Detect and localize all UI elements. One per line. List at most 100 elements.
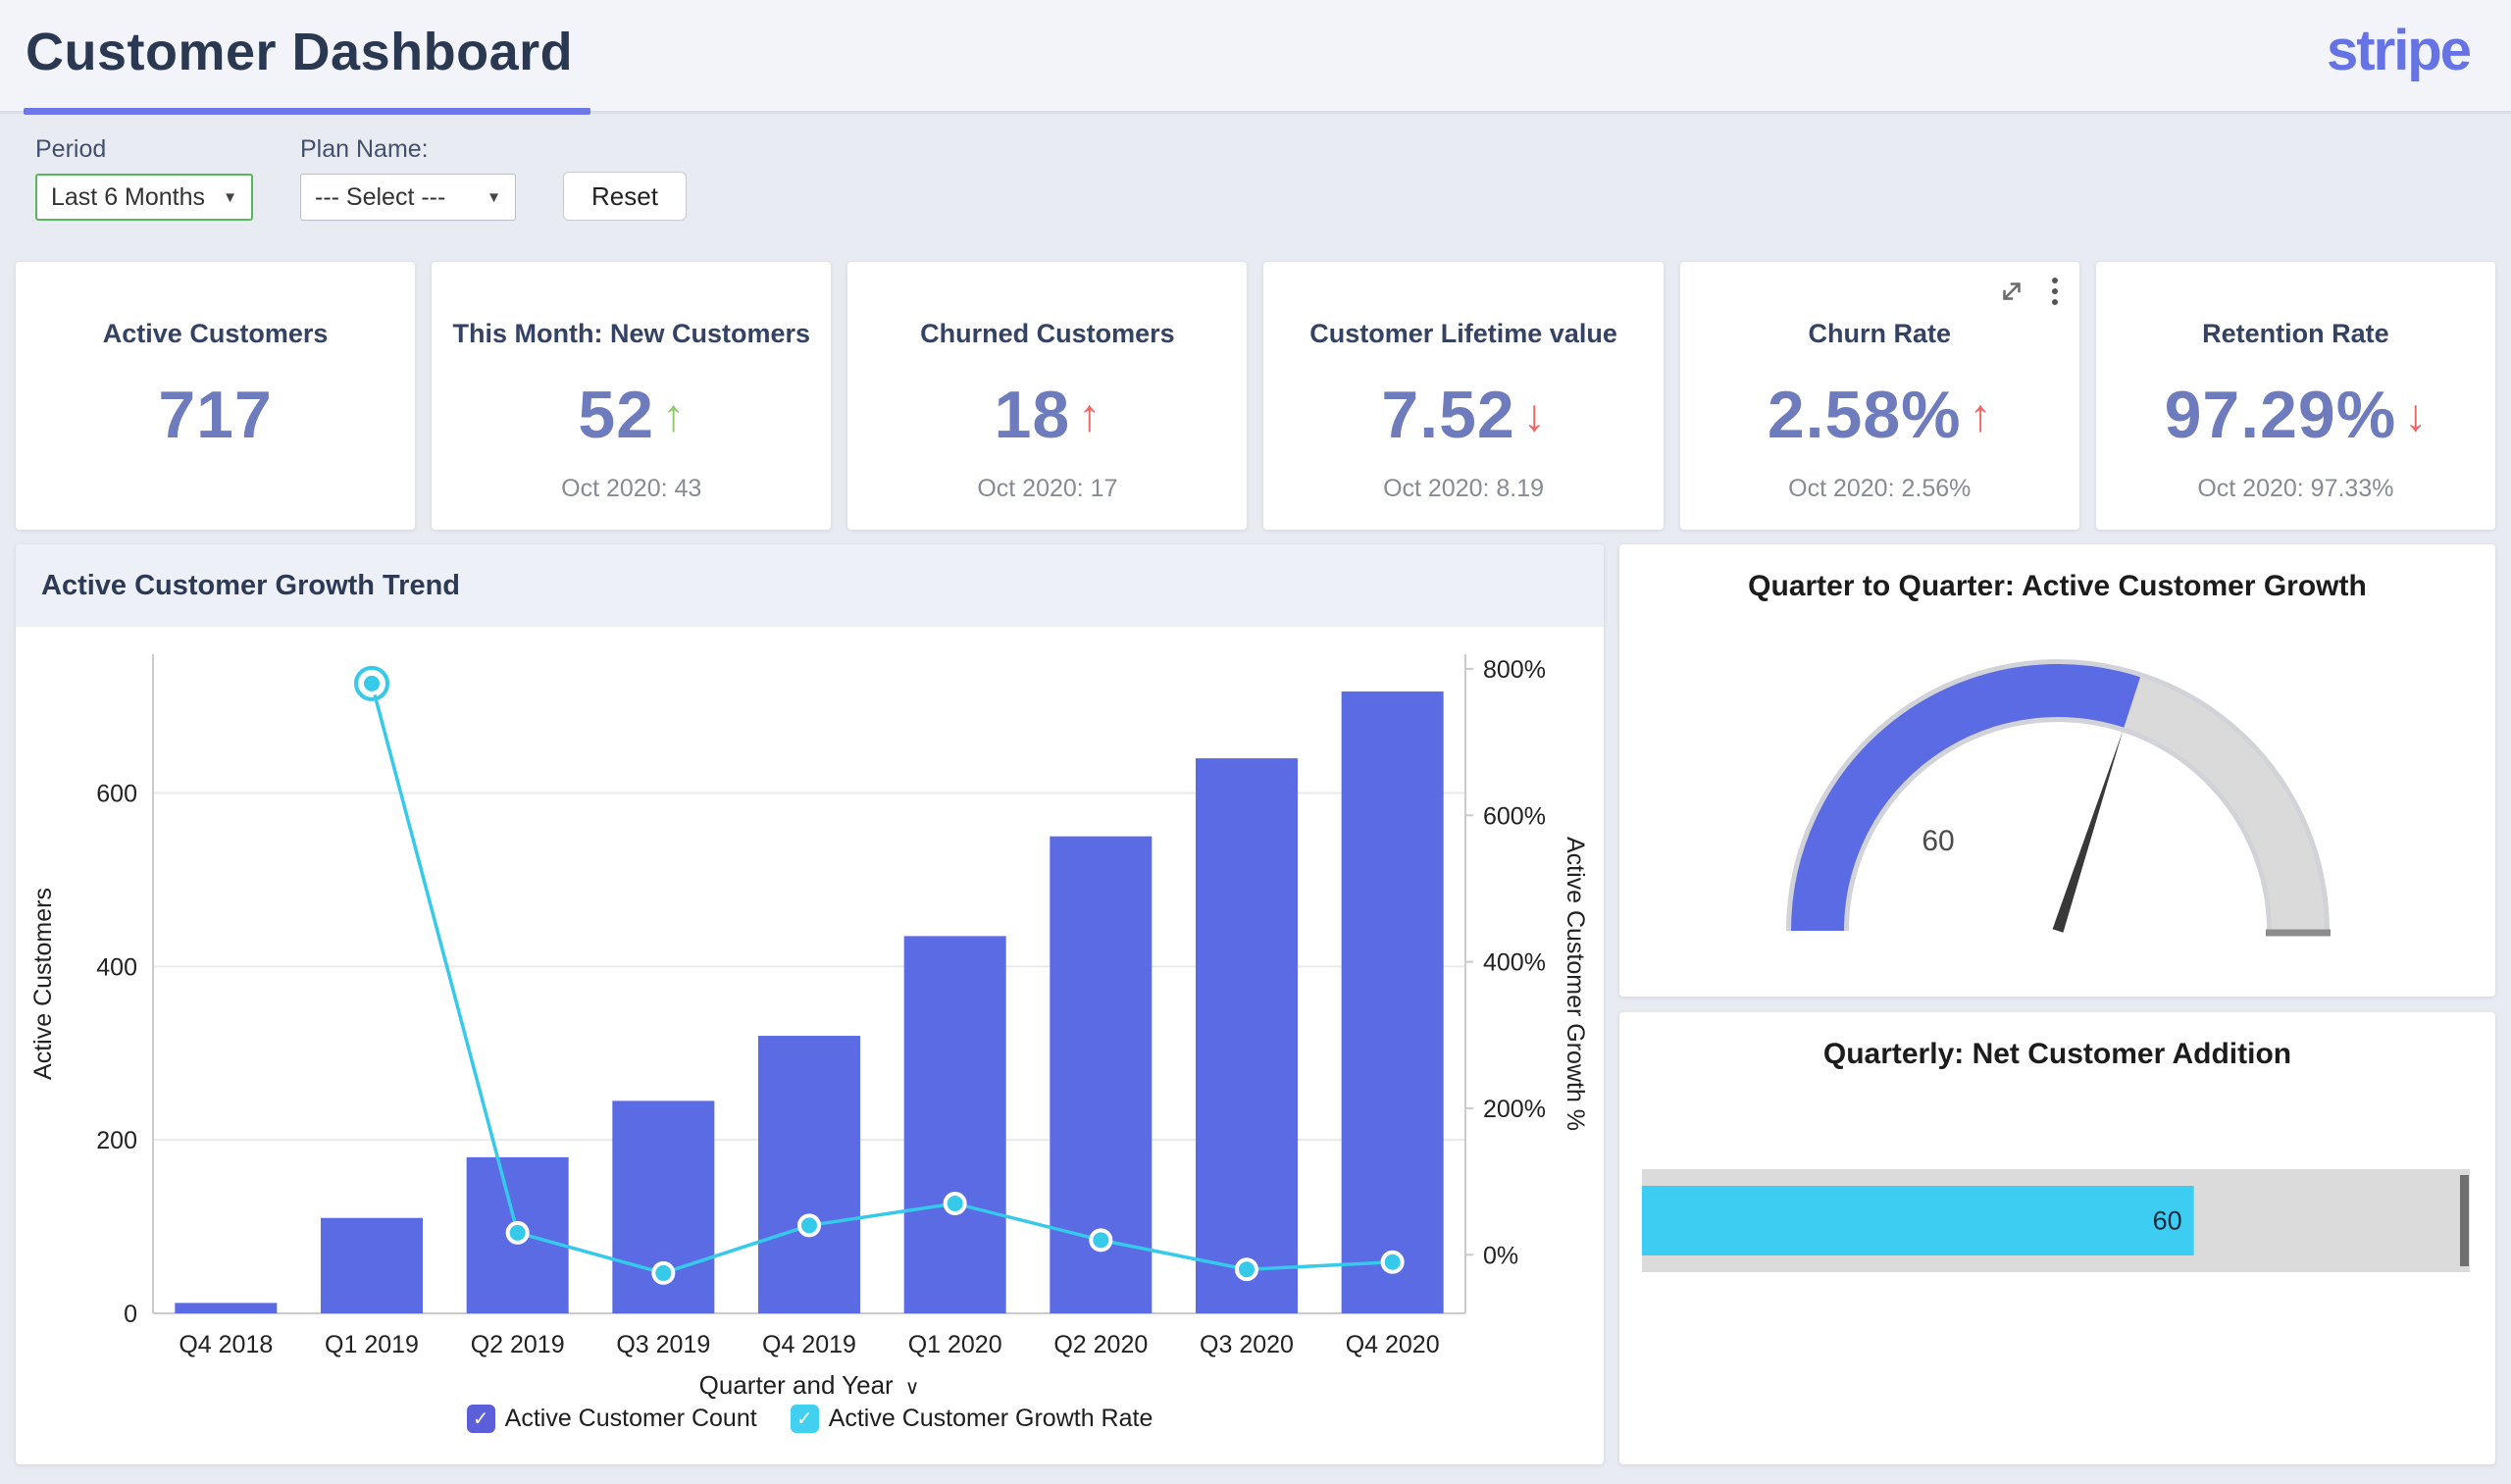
kpi-value: 7.52 bbox=[1381, 378, 1515, 452]
kpi-value: 52 bbox=[578, 378, 655, 452]
bar-q4-2020[interactable] bbox=[1341, 691, 1444, 1313]
line-point-q1-2019[interactable] bbox=[360, 671, 384, 695]
gauge-title: Quarter to Quarter: Active Customer Grow… bbox=[1748, 570, 2367, 602]
y-axis-tick-right: 600% bbox=[1483, 802, 1546, 830]
y-axis-tick-left: 600 bbox=[96, 780, 137, 807]
x-axis-tick: Q3 2020 bbox=[1200, 1331, 1294, 1358]
line-point-q3-2020[interactable] bbox=[1235, 1257, 1258, 1282]
legend-checkbox[interactable]: ✓ bbox=[790, 1405, 819, 1433]
kpi-value: 97.29% bbox=[2164, 378, 2397, 452]
reset-button[interactable]: Reset bbox=[563, 172, 687, 221]
y-axis-title-left: Active Customers bbox=[29, 888, 57, 1080]
net-addition-svg: 60 bbox=[1641, 1169, 2470, 1272]
main-content: Active Customer Growth Trend 0 200 400 600 0… bbox=[16, 544, 2495, 1464]
kpi-subtext: Oct 2020: 8.19 bbox=[1383, 475, 1545, 502]
gauge-chart: 60 bbox=[1619, 603, 2495, 973]
page-title: Customer Dashboard bbox=[26, 23, 574, 81]
kpi-subtext: Oct 2020: 17 bbox=[977, 475, 1118, 502]
kebab-menu-icon[interactable] bbox=[2046, 276, 2064, 307]
x-axis-tick: Q3 2019 bbox=[616, 1331, 710, 1358]
line-point-q4-2020[interactable] bbox=[1380, 1250, 1405, 1274]
trend-down-icon: ↓ bbox=[2404, 389, 2428, 440]
dropdown-caret-icon: ▼ bbox=[487, 188, 501, 206]
legend-item-line[interactable]: ✓ Active Customer Growth Rate bbox=[790, 1405, 1153, 1433]
card-toolbar bbox=[1997, 276, 2064, 307]
plan-name-select[interactable]: --- Select --- ▼ bbox=[300, 174, 516, 221]
y-axis-title-right: Active Customer Growth % bbox=[1562, 837, 1585, 1131]
growth-rate-line bbox=[370, 683, 1393, 1275]
kpi-card-customer-lifetime-value: Customer Lifetime value 7.52 ↓ Oct 2020: 8.… bbox=[1263, 262, 1664, 530]
chart-legend: ✓ Active Customer Count ✓ Active Customer G… bbox=[16, 1405, 1604, 1433]
kpi-title: Churn Rate bbox=[1808, 319, 1951, 348]
kpi-title: Retention Rate bbox=[2202, 319, 2389, 348]
kpi-value-row: 18 ↑ bbox=[847, 377, 1247, 453]
bar-q1-2019[interactable] bbox=[321, 1217, 423, 1313]
stripe-logo: stripe bbox=[2327, 19, 2472, 82]
kpi-value-row: 7.52 ↓ bbox=[1263, 377, 1663, 453]
legend-item-bar[interactable]: ✓ Active Customer Count bbox=[466, 1405, 757, 1433]
gauge-chart-card: Quarter to Quarter: Active Customer Grow… bbox=[1619, 544, 2495, 997]
kpi-title: This Month: New Customers bbox=[452, 319, 810, 348]
combo-chart: 0 200 400 600 0% 200% 400% 600% 800% Active Custo… bbox=[16, 627, 1604, 1405]
bar-q4-2019[interactable] bbox=[758, 1036, 860, 1313]
line-point-q2-2019[interactable] bbox=[505, 1220, 530, 1245]
bar-q4-2018[interactable] bbox=[175, 1303, 278, 1313]
legend-checkbox[interactable]: ✓ bbox=[466, 1405, 495, 1433]
trend-up-icon: ↑ bbox=[1969, 389, 1992, 440]
kpi-card-churn-rate: Churn Rate 2.58% ↑ Oct 2020: 2.56% bbox=[1679, 262, 2079, 530]
kpi-value-row: 52 ↑ bbox=[432, 377, 831, 453]
x-axis-tick: Q1 2019 bbox=[325, 1331, 419, 1358]
chevron-down-icon: ∨ bbox=[905, 1377, 920, 1399]
period-select[interactable]: Last 6 Months ▼ bbox=[35, 174, 253, 221]
gauge-value-label: 60 bbox=[1922, 825, 1954, 857]
plan-filter-group: Plan Name: --- Select --- ▼ bbox=[300, 135, 516, 221]
x-axis-tick: Q2 2019 bbox=[471, 1331, 565, 1358]
x-axis-title[interactable]: Quarter and Year ∨ bbox=[699, 1370, 920, 1400]
net-addition-chart-card: Quarterly: Net Customer Addition 60 bbox=[1619, 1012, 2495, 1464]
y-axis-tick-right: 800% bbox=[1483, 656, 1546, 684]
hbar-value-bar[interactable] bbox=[1641, 1186, 2194, 1255]
kpi-value-row: 2.58% ↑ bbox=[1680, 377, 2079, 453]
y-axis-tick-right: 200% bbox=[1483, 1096, 1546, 1123]
legend-label: Active Customer Count bbox=[504, 1405, 757, 1432]
chart-header-band: Active Customer Growth Trend bbox=[16, 544, 1604, 627]
kpi-title: Active Customers bbox=[102, 319, 329, 348]
plan-name-label: Plan Name: bbox=[300, 135, 429, 163]
x-axis-tick: Q4 2020 bbox=[1346, 1331, 1440, 1358]
chart-title: Active Customer Growth Trend bbox=[41, 569, 461, 601]
kpi-subtext: Oct 2020: 43 bbox=[561, 475, 702, 502]
line-point-q3-2019[interactable] bbox=[651, 1260, 676, 1285]
kpi-card-retention-rate: Retention Rate 97.29% ↓ Oct 2020: 97.33% bbox=[2095, 262, 2495, 530]
kpi-row: Active Customers 717 This Month: New Custo… bbox=[16, 262, 2495, 530]
x-axis-tick: Q1 2020 bbox=[908, 1331, 1002, 1358]
page-header: Customer Dashboard stripe bbox=[0, 0, 2511, 115]
line-point-q4-2019[interactable] bbox=[797, 1213, 821, 1238]
dropdown-caret-icon: ▼ bbox=[223, 188, 237, 206]
trend-up-icon: ↑ bbox=[662, 389, 686, 440]
kpi-card-this-month-new-customers: This Month: New Customers 52 ↑ Oct 2020: 43 bbox=[432, 262, 832, 530]
kpi-card-churned-customers: Churned Customers 18 ↑ Oct 2020: 17 bbox=[847, 262, 1248, 530]
legend-label: Active Customer Growth Rate bbox=[828, 1405, 1153, 1432]
kpi-value-row: 717 bbox=[16, 377, 415, 453]
y-axis-tick-left: 200 bbox=[96, 1127, 137, 1154]
hbar-max-marker bbox=[2459, 1175, 2469, 1266]
growth-trend-svg: 0 200 400 600 0% 200% 400% 600% 800% Active Custo… bbox=[29, 654, 1589, 1400]
bar-q1-2020[interactable] bbox=[903, 936, 1006, 1313]
line-point-q2-2020[interactable] bbox=[1089, 1228, 1113, 1253]
y-axis-tick-left: 400 bbox=[96, 953, 137, 981]
line-point-q1-2020[interactable] bbox=[943, 1192, 967, 1215]
kpi-title: Customer Lifetime value bbox=[1309, 319, 1617, 348]
title-underline bbox=[0, 108, 2511, 115]
gauge-track bbox=[2123, 677, 2325, 932]
bar-q3-2020[interactable] bbox=[1196, 758, 1298, 1313]
gauge-fill[interactable] bbox=[1790, 664, 2140, 932]
line-point-highlight-ring bbox=[354, 665, 389, 701]
hbar-value-label: 60 bbox=[2152, 1206, 2181, 1236]
right-column: Quarter to Quarter: Active Customer Grow… bbox=[1619, 544, 2495, 1464]
kpi-subtext: Oct 2020: 2.56% bbox=[1788, 475, 1972, 502]
y-axis-tick-left: 0 bbox=[124, 1301, 137, 1328]
kpi-subtext: Oct 2020: 97.33% bbox=[2197, 475, 2394, 502]
kpi-value: 717 bbox=[158, 378, 273, 452]
expand-icon[interactable] bbox=[1997, 277, 2026, 306]
